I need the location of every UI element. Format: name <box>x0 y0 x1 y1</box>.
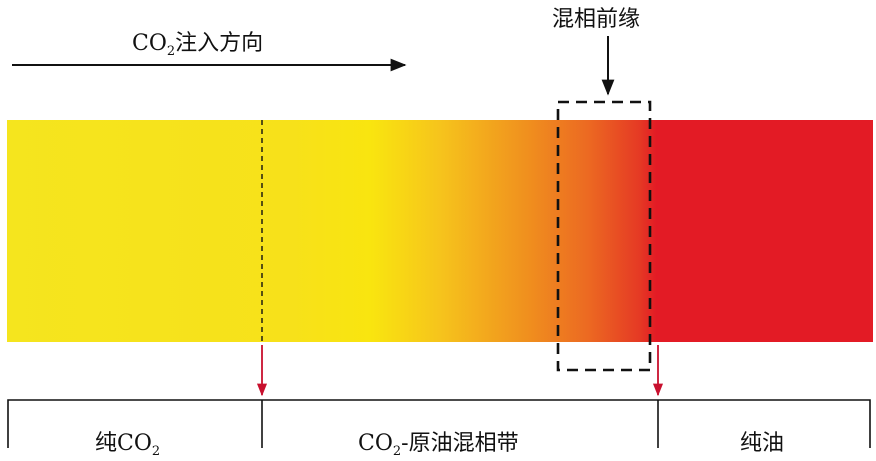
zone-bracket <box>7 399 871 448</box>
mixing-band-zone-label: CO2-原油混相带 <box>358 431 519 459</box>
pure-co2-zone-label: 纯CO2 <box>95 431 160 459</box>
displacement-color-band <box>7 120 873 342</box>
pure-oil-zone-label: 纯油 <box>740 431 784 456</box>
injection-direction-label: CO2注入方向 <box>132 31 263 59</box>
miscible-front-label: 混相前缘 <box>552 7 640 32</box>
miscible-front-box <box>556 100 652 372</box>
